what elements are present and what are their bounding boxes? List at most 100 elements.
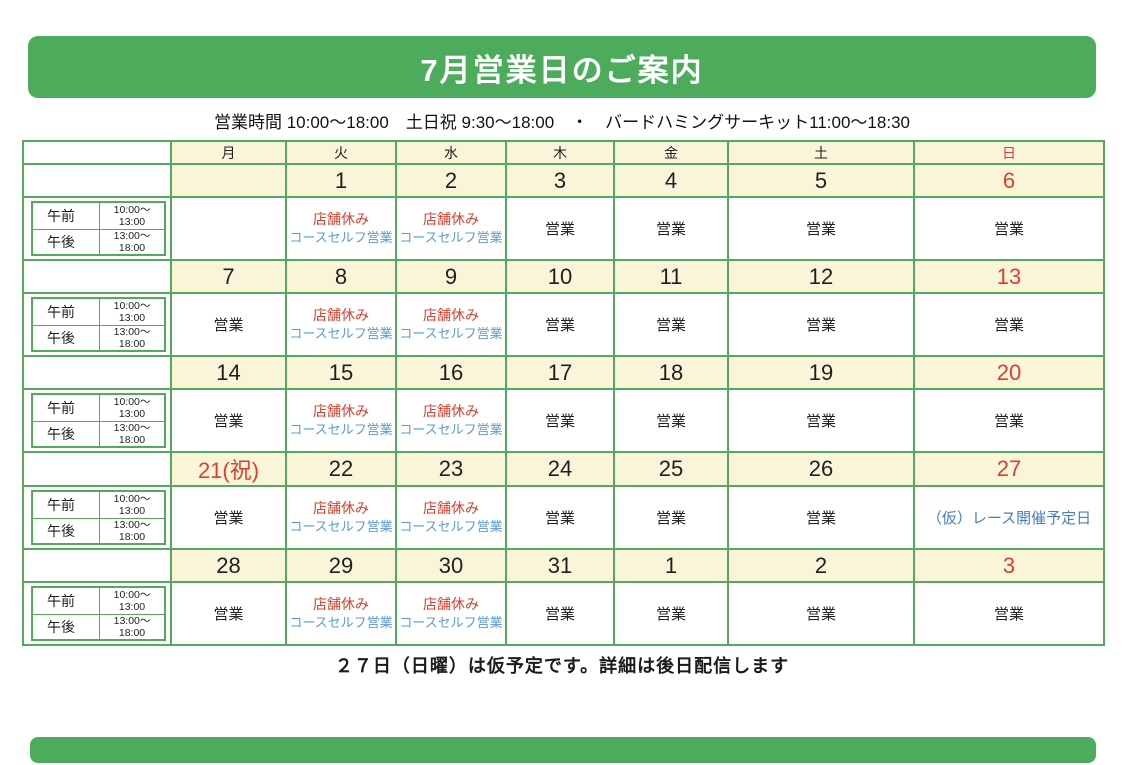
weekday-header-cell: 木: [505, 140, 615, 165]
course-self-service-status: コースセルフ営業: [289, 615, 393, 631]
day-status-cell: 営業: [505, 196, 615, 261]
day-status-cell: 店舗休み コースセルフ営業: [395, 388, 507, 453]
period-time: 10:00～ 13:00: [113, 395, 151, 420]
open-status: 営業: [213, 606, 244, 623]
date-cell: 6: [913, 163, 1105, 198]
open-status: 営業: [993, 413, 1024, 430]
weekday-header-row: 月火水木金土日: [22, 140, 1105, 165]
open-status: 営業: [655, 413, 686, 430]
date-cell: 1: [285, 163, 397, 198]
day-status-cell: 営業: [727, 485, 915, 550]
period-time: 13:00～ 18:00: [100, 613, 164, 640]
day-status-cell: 店舗休みコースセルフ営業: [285, 581, 397, 646]
day-status-cell: 営業: [613, 196, 729, 261]
period-time: 13:00～ 18:00: [100, 517, 164, 544]
course-self-service-status: コースセルフ営業: [289, 326, 393, 342]
period-time: 10:00～ 13:00: [113, 299, 151, 324]
open-status: 営業: [805, 317, 836, 334]
day-status-cell: 営業: [913, 581, 1105, 646]
time-label-cell: 午前 10:00～ 13:00 午後 13:00～ 18:00: [22, 485, 172, 550]
shop-closed-status: 店舗休み: [423, 307, 479, 324]
open-status: 営業: [805, 606, 836, 623]
footer-note: ２７日（日曜）は仮予定です。詳細は後日配信します: [334, 656, 790, 676]
date-cell: 13: [913, 259, 1105, 294]
day-status-cell: [170, 196, 287, 261]
tentative-race-day-status: （仮）レース開催予定日: [926, 510, 1092, 527]
title-banner: 7月営業日のご案内: [28, 36, 1096, 98]
shop-closed-status: 店舗休み: [423, 211, 479, 228]
date-cell: 22: [285, 451, 397, 487]
weekday-header-cell: 日: [913, 140, 1105, 165]
date-cell: 14: [170, 355, 287, 390]
day-status-cell: （仮）レース開催予定日: [913, 485, 1105, 550]
course-self-service-status: コースセルフ営業: [399, 422, 503, 438]
period-time: 13:00～ 18:00: [100, 420, 164, 447]
date-cell: 26: [727, 451, 915, 487]
date-cell: 18: [613, 355, 729, 390]
status-row: 午前 10:00～ 13:00 午後 13:00～ 18:00 店舗休み コースセルフ営業 店舗…: [22, 196, 1105, 261]
open-status: 営業: [805, 221, 836, 238]
weekday-header-cell: 水: [395, 140, 507, 165]
day-status-cell: 営業: [170, 581, 287, 646]
business-calendar-table: 月火水木金土日 1 2 3 4 5 6 午前 10:00～ 13:00 午後 13:00～ 18:00 店…: [22, 140, 1105, 646]
date-cell: 21(祝): [170, 451, 287, 487]
time-label-cell: 午前 10:00～ 13:00 午後 13:00～ 18:00: [22, 292, 172, 357]
date-cell: 24: [505, 451, 615, 487]
shop-closed-status: 店舗休み: [313, 596, 369, 613]
date-cell: 19: [727, 355, 915, 390]
day-status-cell: 店舗休み コースセルフ営業: [395, 196, 507, 261]
open-status: 営業: [993, 606, 1024, 623]
time-label-cell: 午前 10:00～ 13:00 午後 13:00～ 18:00: [22, 196, 172, 261]
period-label: 午前: [33, 395, 100, 421]
date-cell: 9: [395, 259, 507, 294]
day-status-cell: 店舗休み コースセルフ営業: [395, 485, 507, 550]
course-self-service-status: コースセルフ営業: [289, 230, 393, 246]
date-cell: 27: [913, 451, 1105, 487]
open-status: 営業: [213, 317, 244, 334]
date-cell: 31: [505, 548, 615, 583]
open-status: 営業: [544, 510, 575, 527]
corner-cell: [22, 451, 172, 487]
day-status-cell: 営業: [913, 388, 1105, 453]
day-status-cell: 店舗休み コースセルフ営業: [395, 581, 507, 646]
day-status-cell: 店舗休み コースセルフ営業: [285, 485, 397, 550]
date-row: 21(祝) 22 23 24 25 26 27: [22, 451, 1105, 487]
date-cell: 12: [727, 259, 915, 294]
day-status-cell: 営業: [613, 388, 729, 453]
am-pm-timebox: 午前 10:00～ 13:00 午後 13:00～ 18:00: [31, 201, 166, 256]
day-status-cell: 店舗休み コースセルフ営業: [285, 196, 397, 261]
day-status-cell: 店舗休み コースセルフ営業: [395, 292, 507, 357]
day-status-cell: 営業: [505, 485, 615, 550]
period-label: 午後: [33, 324, 100, 350]
calendar-wrapper: 月火水木金土日 1 2 3 4 5 6 午前 10:00～ 13:00 午後 13:00～ 18:00 店…: [22, 140, 1105, 646]
day-status-cell: 店舗休みコースセルフ営業: [285, 292, 397, 357]
period-time: 10:00～ 13:00: [113, 203, 151, 228]
period-time: 10:00～ 13:00: [113, 588, 151, 613]
day-status-cell: 営業: [727, 196, 915, 261]
period-label: 午前: [33, 588, 100, 614]
status-row: 午前 10:00～ 13:00 午後 13:00～ 18:00 営業 店舗休み コースセルフ営業…: [22, 292, 1105, 357]
period-label: 午後: [33, 420, 100, 446]
period-label: 午前: [33, 492, 100, 518]
open-status: 営業: [993, 317, 1024, 334]
page-title: 7月営業日のご案内: [420, 52, 704, 88]
shop-closed-status: 店舗休み: [313, 403, 369, 420]
status-row: 午前 10:00～ 13:00 午後 13:00～ 18:00 営業 店舗休み コースセルフ営業…: [22, 485, 1105, 550]
weekday-header-cell: 金: [613, 140, 729, 165]
day-status-cell: 営業: [613, 581, 729, 646]
open-status: 営業: [544, 221, 575, 238]
date-cell: 17: [505, 355, 615, 390]
date-cell: 29: [285, 548, 397, 583]
open-status: 営業: [655, 221, 686, 238]
am-pm-timebox: 午前 10:00～ 13:00 午後 13:00～ 18:00: [31, 586, 166, 641]
day-status-cell: 営業: [170, 485, 287, 550]
date-cell: 5: [727, 163, 915, 198]
date-row: 7 8 9 10 11 12 13: [22, 259, 1105, 294]
day-status-cell: 営業: [727, 292, 915, 357]
period-time: 13:00～ 18:00: [100, 228, 164, 255]
period-label: 午後: [33, 517, 100, 543]
time-label-cell: 午前 10:00～ 13:00 午後 13:00～ 18:00: [22, 388, 172, 453]
shop-closed-status: 店舗休み: [313, 307, 369, 324]
